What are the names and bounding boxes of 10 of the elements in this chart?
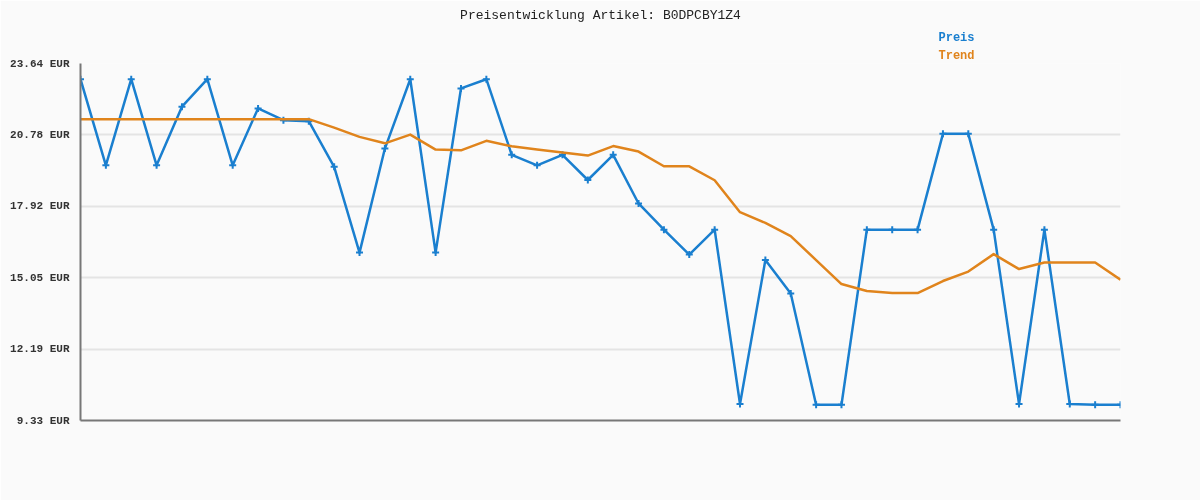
line-series (80, 117, 1121, 295)
y-tick-label: 20.78 EUR (10, 128, 70, 141)
y-tick-label: 15.05 EUR (10, 271, 70, 284)
y-tick-label: 9.33 EUR (16, 414, 70, 427)
text: Trend (938, 48, 975, 63)
text: Preis (938, 30, 975, 45)
y-tick-label: 17.92 EUR (10, 200, 70, 213)
y-tick-label: 12.19 EUR (10, 343, 70, 356)
chart-title: Preisentwicklung Artikel: B0DPCBY1Z4 (460, 7, 742, 23)
y-tick-label: 23.64 EUR (10, 57, 70, 70)
